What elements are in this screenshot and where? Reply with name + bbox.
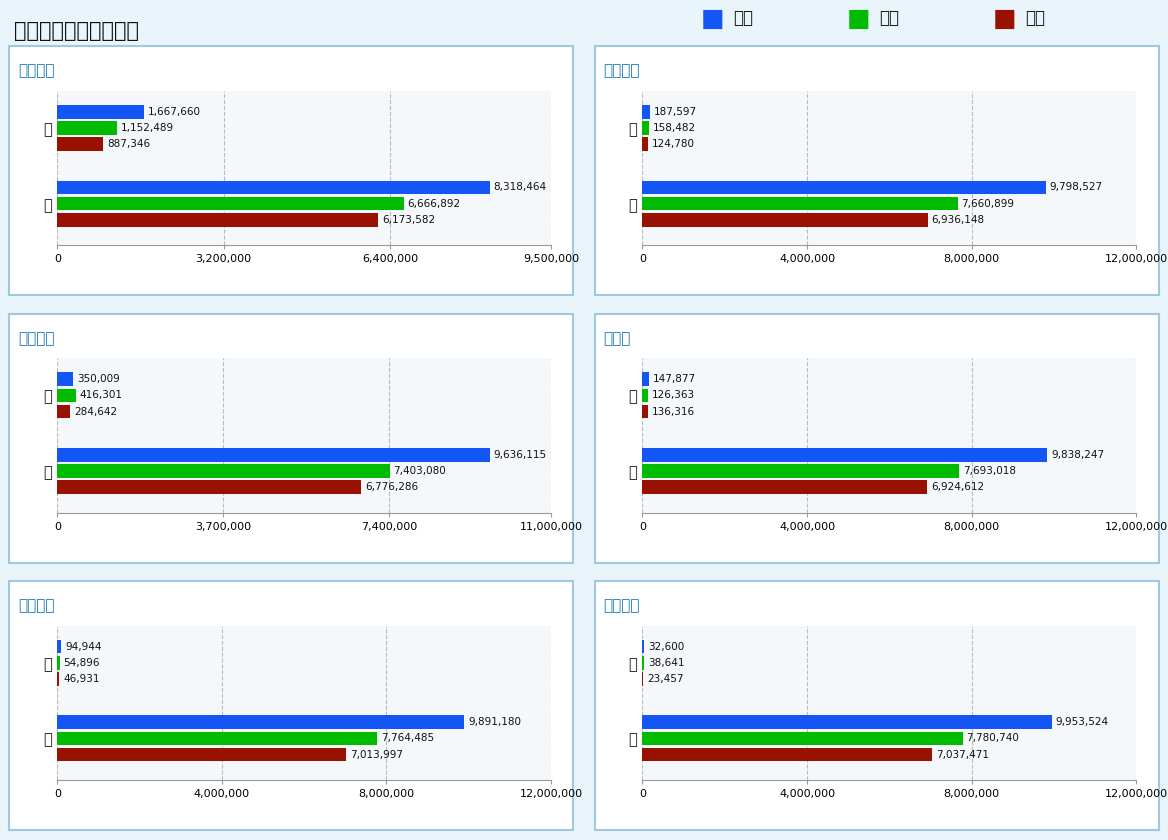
Bar xyxy=(642,372,648,386)
Text: 32,600: 32,600 xyxy=(648,642,684,652)
Text: 河南: 河南 xyxy=(734,9,753,28)
Text: 38,641: 38,641 xyxy=(648,658,684,668)
Bar xyxy=(642,389,648,402)
Text: 7,660,899: 7,660,899 xyxy=(961,199,1015,208)
Text: 6,173,582: 6,173,582 xyxy=(382,215,436,225)
Text: 1,152,489: 1,152,489 xyxy=(121,123,174,133)
Text: 23,457: 23,457 xyxy=(647,674,684,684)
Bar xyxy=(642,465,959,478)
Bar xyxy=(642,121,649,135)
Text: 124,780: 124,780 xyxy=(652,139,695,150)
Bar xyxy=(57,716,464,729)
Bar xyxy=(57,372,74,386)
Text: 284,642: 284,642 xyxy=(74,407,117,417)
Bar xyxy=(57,672,60,685)
Bar xyxy=(57,389,76,402)
Bar xyxy=(57,105,144,118)
Text: ■: ■ xyxy=(847,7,870,30)
Text: 94,944: 94,944 xyxy=(65,642,102,652)
Bar xyxy=(642,105,651,118)
Text: 187,597: 187,597 xyxy=(654,107,697,117)
Bar xyxy=(57,448,489,462)
Text: ■: ■ xyxy=(993,7,1016,30)
Text: 6,776,286: 6,776,286 xyxy=(366,482,418,492)
Text: 湖北: 湖北 xyxy=(880,9,899,28)
Text: 购地信息: 购地信息 xyxy=(603,598,639,613)
Text: 6,666,892: 6,666,892 xyxy=(408,199,461,208)
Text: 126,363: 126,363 xyxy=(652,391,695,401)
Text: 湖南: 湖南 xyxy=(1026,9,1045,28)
Text: 158,482: 158,482 xyxy=(653,123,696,133)
Text: 9,891,180: 9,891,180 xyxy=(468,717,521,727)
Bar xyxy=(642,181,1045,194)
Text: 行政许可: 行政许可 xyxy=(18,64,54,79)
Bar xyxy=(642,640,644,654)
Text: 1,667,660: 1,667,660 xyxy=(148,107,201,117)
Text: 46,931: 46,931 xyxy=(63,674,99,684)
Text: 9,636,115: 9,636,115 xyxy=(494,450,547,459)
Text: 416,301: 416,301 xyxy=(79,391,123,401)
Bar xyxy=(642,656,644,669)
Bar xyxy=(642,732,962,745)
Text: 8,318,464: 8,318,464 xyxy=(493,182,547,192)
Text: 9,953,524: 9,953,524 xyxy=(1056,717,1108,727)
Bar xyxy=(57,465,389,478)
Text: 7,780,740: 7,780,740 xyxy=(966,733,1020,743)
Bar xyxy=(642,716,1052,729)
Bar xyxy=(642,138,647,151)
Text: 7,037,471: 7,037,471 xyxy=(936,749,989,759)
Text: 350,009: 350,009 xyxy=(77,375,119,384)
Text: 7,403,080: 7,403,080 xyxy=(394,466,446,476)
Text: 7,013,997: 7,013,997 xyxy=(349,749,403,759)
Text: 7,764,485: 7,764,485 xyxy=(381,733,433,743)
Bar xyxy=(57,480,361,494)
Text: 基础资质和招聘检测：: 基础资质和招聘检测： xyxy=(14,21,139,41)
Bar xyxy=(57,748,346,762)
Bar xyxy=(57,640,61,654)
Text: 887,346: 887,346 xyxy=(107,139,151,150)
Text: 9,838,247: 9,838,247 xyxy=(1051,450,1104,459)
Text: 网站备案: 网站备案 xyxy=(18,598,54,613)
Bar xyxy=(642,197,958,211)
Text: 6,936,148: 6,936,148 xyxy=(932,215,985,225)
Text: ■: ■ xyxy=(701,7,724,30)
Bar xyxy=(57,138,104,151)
Bar xyxy=(642,748,932,762)
Bar xyxy=(642,405,648,418)
Text: 招聘信息: 招聘信息 xyxy=(603,64,639,79)
Bar xyxy=(57,405,70,418)
Text: 9,798,527: 9,798,527 xyxy=(1050,182,1103,192)
Bar xyxy=(57,656,60,669)
Text: 资质证书: 资质证书 xyxy=(18,331,54,346)
Text: 6,924,612: 6,924,612 xyxy=(931,482,985,492)
Bar xyxy=(642,213,927,227)
Bar xyxy=(642,480,927,494)
Text: 147,877: 147,877 xyxy=(653,375,696,384)
Bar xyxy=(57,732,377,745)
Text: 54,896: 54,896 xyxy=(63,658,100,668)
Bar xyxy=(57,197,404,211)
Bar xyxy=(57,181,489,194)
Bar xyxy=(57,213,378,227)
Bar xyxy=(57,121,117,135)
Text: 招投标: 招投标 xyxy=(603,331,631,346)
Text: 7,693,018: 7,693,018 xyxy=(962,466,1016,476)
Bar xyxy=(642,448,1048,462)
Text: 136,316: 136,316 xyxy=(652,407,695,417)
